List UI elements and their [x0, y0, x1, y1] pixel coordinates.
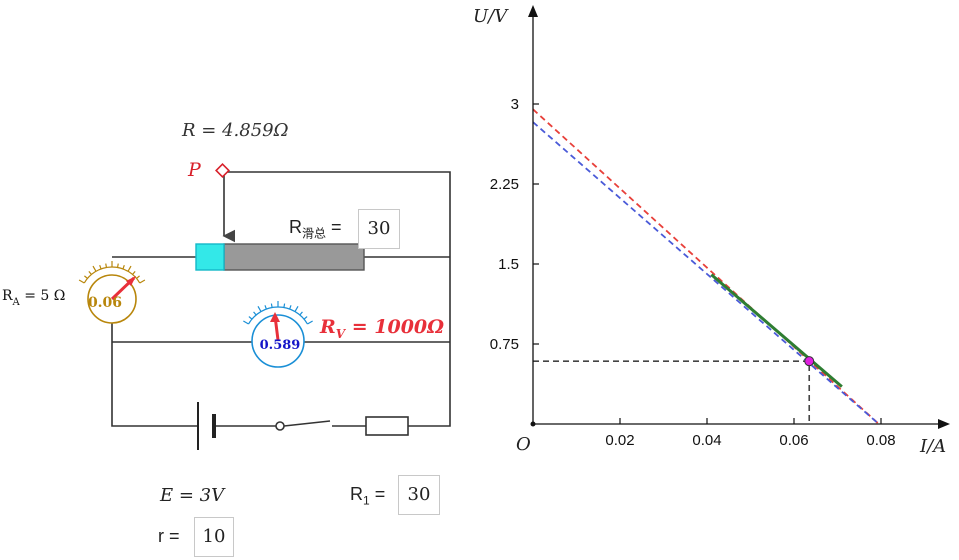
- chart: 0.02 0.04 0.06 0.08 0.75 1.5 2.25 3 U/V I/A O: [473, 5, 950, 457]
- scale-tick: [270, 303, 273, 308]
- x-tick-label: 0.04: [692, 432, 721, 449]
- ammeter-resistance-label: RA = 5 Ω: [2, 288, 65, 308]
- r-label: r =: [158, 526, 180, 546]
- emf-label: E = 3V: [159, 485, 226, 506]
- series-line-2: [710, 273, 843, 388]
- scale-arc: [83, 266, 141, 284]
- scale-tick: [116, 263, 119, 268]
- r1-input[interactable]: 30: [398, 475, 440, 515]
- x-axis-arrow: [938, 419, 950, 429]
- y-tick-label: 0.75: [490, 336, 519, 353]
- r-input[interactable]: 10: [194, 517, 234, 557]
- circuit: [111, 171, 451, 427]
- scale-tick: [299, 311, 303, 316]
- scale-tick: [88, 271, 92, 275]
- battery: [197, 402, 216, 450]
- scale-arc: [248, 306, 308, 325]
- slider-point-marker[interactable]: [215, 163, 230, 178]
- ammeter-scale: [78, 261, 146, 284]
- operating-point: [804, 356, 815, 367]
- scale-tick: [92, 265, 97, 272]
- scale-tick: [78, 279, 85, 284]
- voltmeter-scale: [243, 301, 313, 325]
- scale-tick: [294, 306, 299, 312]
- resistance-label: R = 4.859Ω: [181, 120, 289, 141]
- chart-series: [532, 108, 880, 425]
- scale-tick: [283, 303, 286, 308]
- y-tick-label: 3: [511, 96, 519, 113]
- origin-label: O: [516, 434, 531, 455]
- ammeter: 0.06: [78, 261, 146, 324]
- voltmeter-reading: 0.589: [260, 338, 301, 353]
- scale-tick: [307, 320, 313, 325]
- scale-tick: [122, 264, 125, 270]
- voltmeter: 0.589: [243, 301, 313, 368]
- scale-tick: [243, 320, 249, 325]
- chart-axes: [528, 5, 950, 429]
- scale-tick: [253, 311, 257, 316]
- y-axis-arrow: [528, 5, 538, 17]
- y-axis-label: U/V: [473, 6, 509, 27]
- y-tick-label: 2.25: [490, 176, 519, 193]
- series-line-0: [532, 108, 880, 425]
- voltmeter-dial: [251, 314, 305, 368]
- origin-dot: [530, 421, 536, 427]
- scale-tick: [257, 306, 262, 312]
- r1-label: R1 =: [350, 484, 386, 508]
- resistor-r1: [365, 416, 409, 436]
- scale-tick: [139, 279, 146, 284]
- scale-tick: [264, 305, 267, 310]
- slider-point-label: P: [187, 159, 202, 181]
- scale-tick: [99, 264, 102, 270]
- scale-tick: [84, 275, 88, 279]
- x-axis-label: I/A: [919, 436, 946, 457]
- scale-tick: [132, 271, 136, 275]
- scale-tick: [127, 265, 132, 272]
- rheostat-total-input[interactable]: 30: [358, 209, 400, 249]
- rheostat-body: [223, 243, 365, 271]
- operating-point-dot[interactable]: [804, 356, 815, 367]
- voltmeter-needle-tip: [270, 312, 280, 322]
- series-line-1: [532, 121, 880, 425]
- scale-tick: [136, 275, 140, 279]
- rheostat-total-label: R滑总 =: [289, 217, 342, 241]
- chart-guides: [533, 360, 811, 424]
- chart-ticks: 0.02 0.04 0.06 0.08 0.75 1.5 2.25 3: [490, 96, 896, 449]
- scale-tick: [303, 316, 308, 320]
- voltmeter-resistance-label: RV = 1000Ω: [319, 316, 444, 341]
- ammeter-reading: 0.06: [88, 295, 122, 311]
- x-tick-label: 0.06: [779, 432, 808, 449]
- switch[interactable]: [275, 420, 331, 431]
- rheostat-slider[interactable]: [195, 243, 225, 271]
- operating-point-guide: [533, 360, 811, 424]
- y-tick-label: 1.5: [498, 256, 519, 273]
- scale-tick: [248, 316, 253, 320]
- scale-tick: [289, 305, 292, 310]
- ammeter-needle-tip: [126, 276, 136, 286]
- wire-top: [224, 171, 451, 427]
- scale-tick: [105, 263, 108, 268]
- x-tick-label: 0.02: [605, 432, 634, 449]
- x-tick-label: 0.08: [866, 432, 895, 449]
